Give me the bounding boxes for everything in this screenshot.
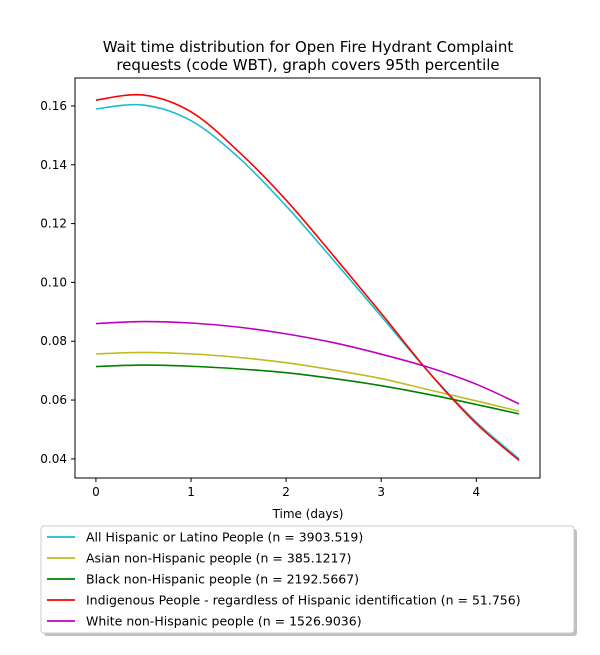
plot-area: 0 1 2 3 4 0.04 0.06 0.08 0.10 0.12 0.14 0.16 — [40, 77, 541, 499]
y-tick-label: 0.12 — [40, 217, 67, 231]
series-line-4 — [95, 93, 520, 461]
legend: All Hispanic or Latino People (n = 3903.… — [40, 525, 577, 636]
x-axis-label: Time (days) — [272, 507, 344, 521]
plot-frame — [74, 77, 541, 479]
y-tick-label: 0.16 — [40, 99, 67, 113]
x-tick-label: 4 — [472, 485, 480, 499]
y-tick-label: 0.06 — [40, 393, 67, 407]
legend-label-1: All Hispanic or Latino People (n = 3903.… — [86, 530, 363, 545]
series-line-5 — [95, 320, 520, 405]
x-tick-label: 1 — [187, 485, 195, 499]
legend-label-4: Indigenous People - regardless of Hispan… — [86, 593, 521, 608]
x-tick-label: 0 — [92, 485, 100, 499]
legend-box — [40, 525, 575, 634]
y-tick-label: 0.10 — [40, 275, 67, 289]
series-line-2 — [95, 351, 520, 413]
x-tick-label: 2 — [282, 485, 290, 499]
y-tick-label: 0.14 — [40, 158, 67, 172]
chart-title-line-2: requests (code WBT), graph covers 95th p… — [116, 56, 499, 74]
legend-label-3: Black non-Hispanic people (n = 2192.5667… — [86, 572, 359, 587]
x-tick-label: 3 — [377, 485, 385, 499]
legend-label-2: Asian non-Hispanic people (n = 385.1217) — [86, 551, 351, 566]
y-tick-label: 0.04 — [40, 452, 67, 466]
chart-title-line-1: Wait time distribution for Open Fire Hyd… — [103, 38, 514, 56]
legend-label-5: White non-Hispanic people (n = 1526.9036… — [86, 614, 362, 629]
y-tick-label: 0.08 — [40, 334, 67, 348]
